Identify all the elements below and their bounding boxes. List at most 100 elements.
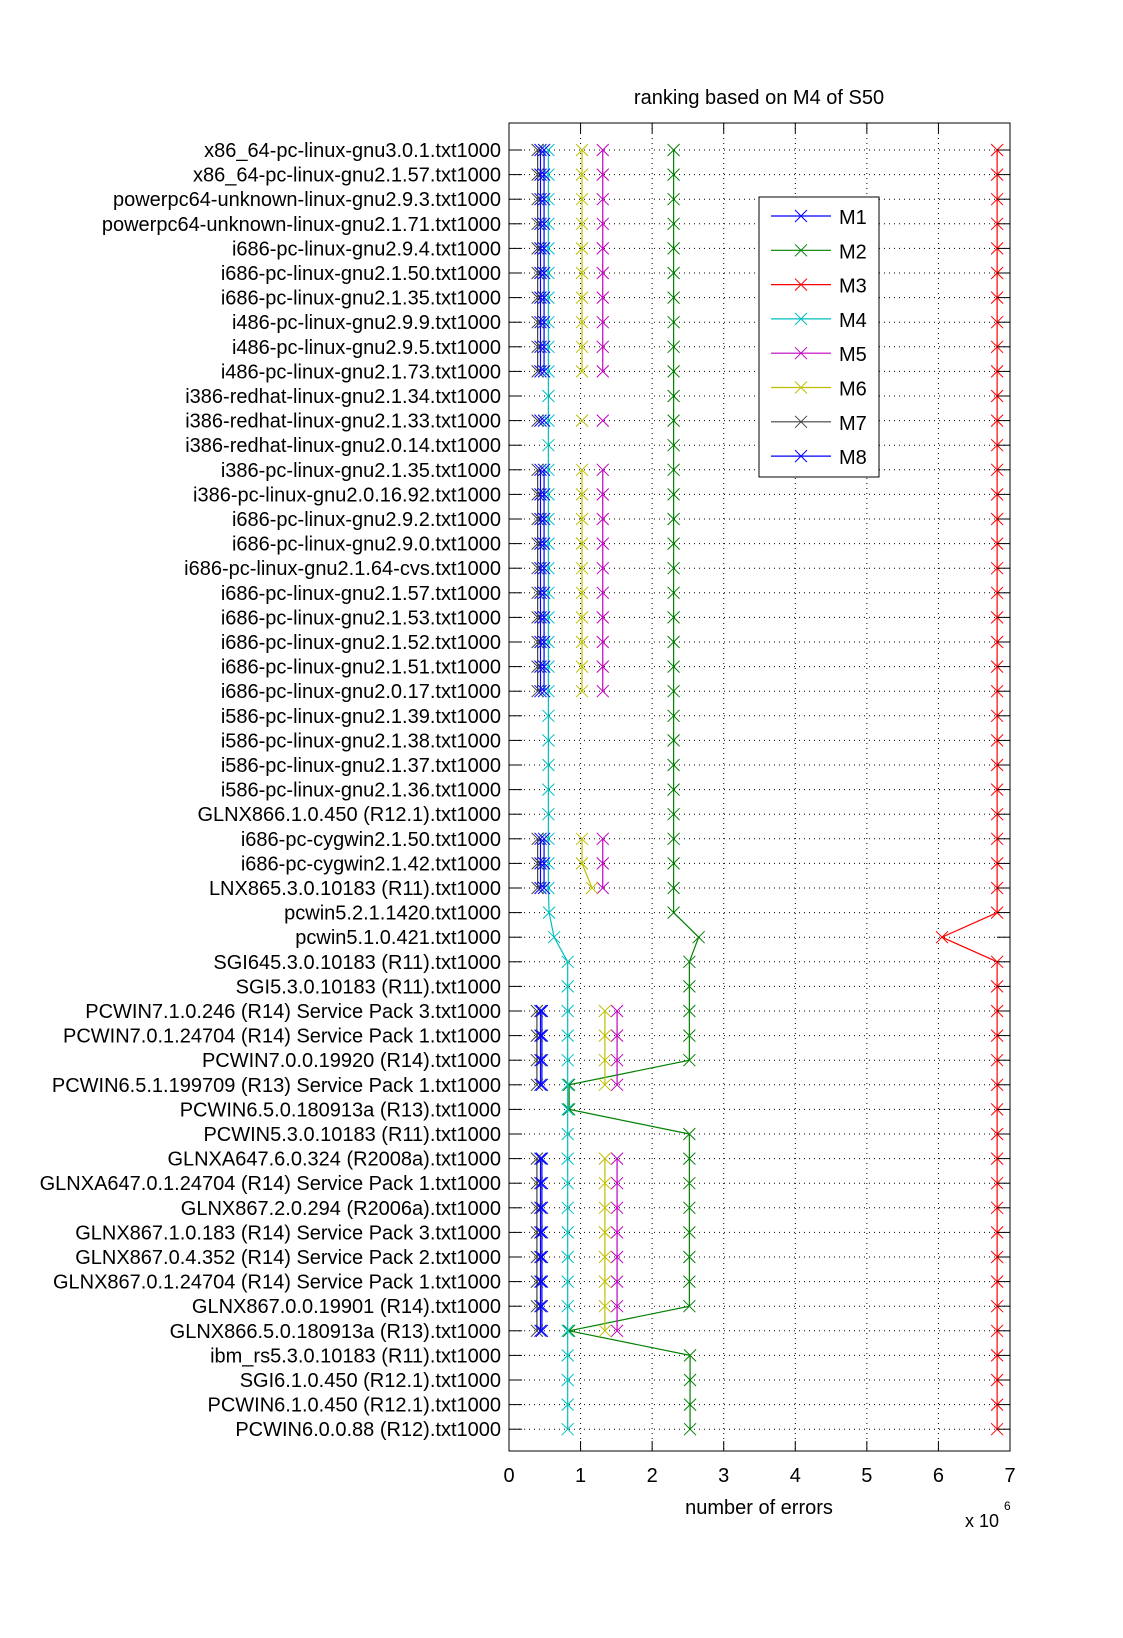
legend-label: M6 [839,379,867,401]
legend-marker [794,278,808,291]
y-tick-label: i686-pc-cygwin2.1.42.txt1000 [241,853,501,875]
data-point-m2 [667,537,680,550]
data-point-m2 [667,783,680,796]
data-point-m6 [598,1029,612,1042]
data-point-m6 [598,1226,612,1239]
data-point-m8 [534,1324,547,1338]
y-tick-label: GLNX867.1.0.183 (R14) Service Pack 3.txt… [75,1222,501,1244]
data-point-m5 [596,684,610,698]
data-point-m7 [531,463,544,477]
data-point-m7 [531,512,544,526]
legend-box [758,196,880,478]
y-tick-label: i686-pc-linux-gnu2.1.57.txt1000 [221,583,501,605]
data-point-m4 [561,1373,575,1387]
data-point-m7 [531,242,544,255]
y-tick-label: i586-pc-linux-gnu2.1.37.txt1000 [221,755,501,777]
data-point-m2 [667,881,680,895]
y-tick-label: i686-pc-linux-gnu2.9.4.txt1000 [232,238,501,260]
data-point-m8 [534,1176,547,1190]
data-point-m6 [575,635,589,649]
data-point-m7 [531,684,544,698]
data-point-m8 [537,414,551,427]
data-point-m1 [535,1176,549,1190]
data-point-m6 [575,291,589,304]
y-tick-label: powerpc64-unknown-linux-gnu2.9.3.txt1000 [113,189,501,211]
chart-title: ranking based on M4 of S50 [634,87,884,109]
data-point-m5 [596,660,610,673]
legend-marker [794,415,808,429]
data-point-m4 [561,1152,575,1165]
data-point-m1 [535,1201,549,1215]
y-tick-label: x86_64-pc-linux-gnu2.1.57.txt1000 [193,165,501,187]
data-point-m4 [547,930,561,944]
data-point-m1 [535,1152,549,1165]
data-point-m7 [531,414,544,427]
data-point-m2 [667,635,680,649]
data-point-m5 [610,1004,624,1018]
legend-item-m3: M3 [771,276,867,298]
data-point-m2 [667,365,680,378]
x-tick-label: 0 [503,1465,514,1487]
data-point-m1 [535,1250,549,1264]
data-point-m8 [537,365,551,378]
x-tick-label: 1 [575,1465,586,1487]
data-point-m5 [596,340,610,354]
data-point-m1 [535,1078,549,1092]
data-point-m2 [667,734,680,747]
y-tick-label: LNX865.3.0.10183 (R11).txt1000 [209,878,501,900]
x-tick-label: 5 [861,1465,872,1487]
data-point-m2 [667,586,680,600]
data-point-m2 [667,857,680,870]
data-point-m7 [531,168,544,181]
data-point-m2 [692,930,706,944]
data-point-m5 [610,1275,624,1288]
data-point-m4 [561,1103,575,1116]
data-point-m8 [537,684,551,698]
data-point-m6 [575,561,589,575]
data-point-m2 [667,660,680,673]
data-point-m4 [561,1053,575,1067]
data-point-m4 [561,1201,575,1215]
series-m1 [534,143,549,1338]
y-tick-label: i686-pc-linux-gnu2.9.0.txt1000 [232,534,501,556]
data-point-m2 [667,389,680,403]
data-point-m6 [598,1201,612,1215]
y-tick-label: GLNX867.0.0.19901 (R14).txt1000 [192,1296,501,1318]
data-point-m2 [683,1053,696,1067]
data-point-m8 [534,1201,547,1215]
y-tick-label: PCWIN6.5.0.180913a (R13).txt1000 [180,1099,501,1121]
y-tick-label: ibm_rs5.3.0.10183 (R11).txt1000 [210,1345,501,1367]
legend-marker [794,449,808,463]
x-multiplier-exponent: 6 [1004,1499,1011,1513]
data-point-m5 [596,168,610,181]
y-tick-label: i686-pc-linux-gnu2.0.17.txt1000 [221,681,501,703]
data-point-m5 [596,635,610,649]
data-point-m5 [610,1053,624,1067]
data-point-m4 [561,1078,575,1092]
data-point-m6 [575,684,589,698]
data-point-m8 [537,340,551,354]
data-point-m6 [575,488,589,501]
data-point-m4 [542,758,555,772]
data-point-m2 [667,561,680,575]
y-tick-label: i686-pc-cygwin2.1.50.txt1000 [241,829,501,851]
data-point-m4 [561,1398,575,1411]
data-point-m8 [537,217,551,231]
data-point-m6 [598,1324,612,1338]
y-tick-label: i686-pc-linux-gnu2.1.50.txt1000 [221,263,501,285]
data-point-m7 [531,635,544,649]
data-point-m8 [534,1029,547,1042]
data-point-m8 [537,857,551,870]
data-point-m4 [561,1299,575,1313]
data-point-m2 [667,611,680,624]
data-point-m5 [610,1029,624,1042]
data-point-m5 [596,561,610,575]
data-point-m7 [531,192,544,206]
data-point-m2 [683,1422,697,1436]
data-point-m2 [667,414,680,427]
data-point-m8 [537,143,551,157]
data-point-m6 [575,192,589,206]
data-point-m7 [531,561,544,575]
x-axis-label: number of errors [685,1497,833,1519]
